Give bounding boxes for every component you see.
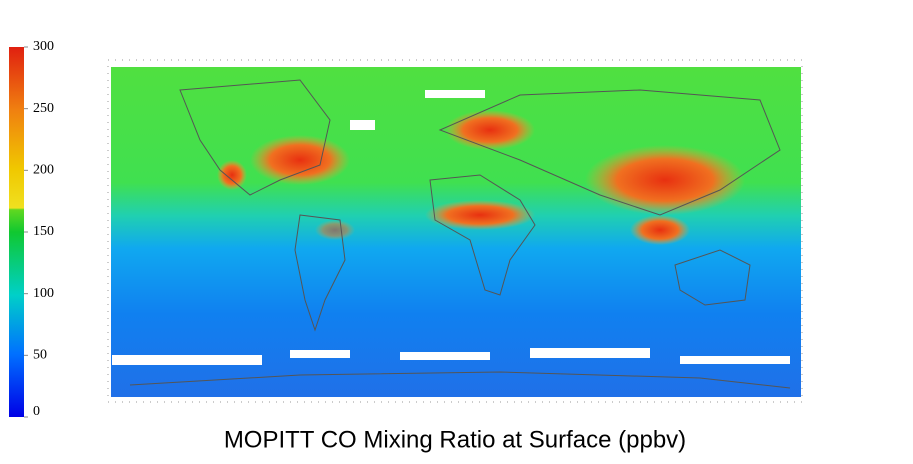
tick-label: 250 xyxy=(33,101,54,116)
tick-label: 200 xyxy=(33,163,54,178)
tick-label: 300 xyxy=(33,39,54,54)
tick-label: 150 xyxy=(33,224,54,239)
tick-label: 100 xyxy=(33,286,54,301)
tick-label: 0 xyxy=(33,404,40,419)
colorbar xyxy=(9,47,24,417)
title: MOPITT CO Mixing Ratio at Surface (ppbv) xyxy=(224,426,686,453)
tick-label: 50 xyxy=(33,348,47,363)
map xyxy=(107,59,803,403)
